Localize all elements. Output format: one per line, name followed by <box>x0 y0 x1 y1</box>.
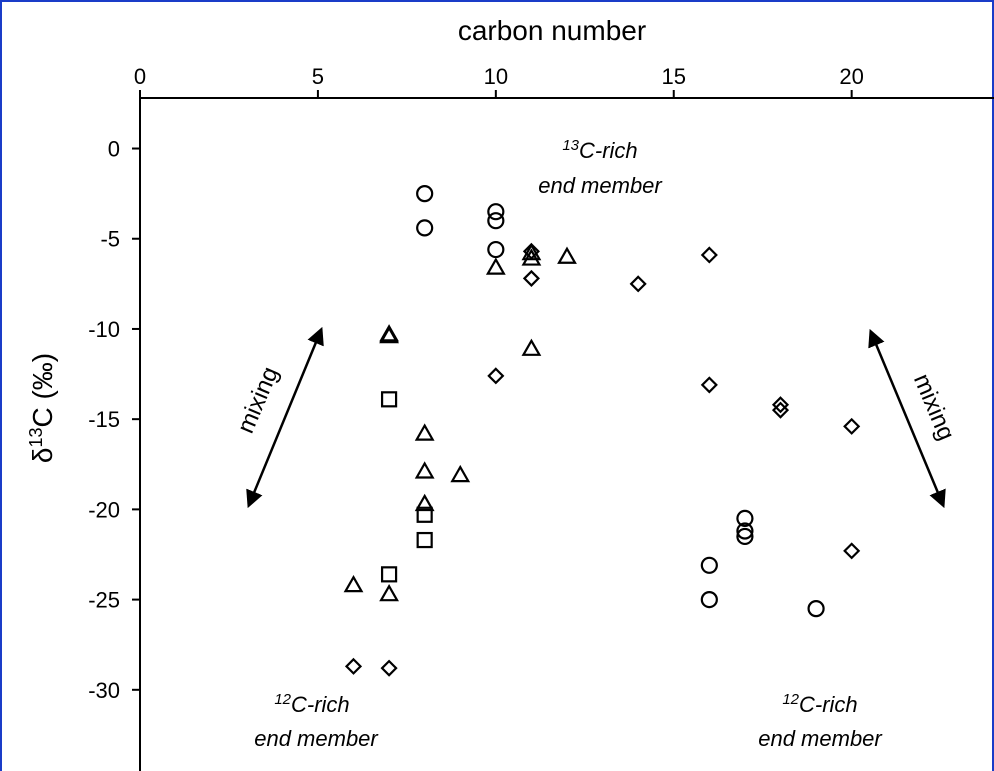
triangle-point <box>414 423 435 441</box>
y-axis-title-suffix: C (‰) <box>27 353 58 428</box>
y-axis-title-sup: 13 <box>26 428 46 448</box>
triangle-point <box>521 248 542 266</box>
mixing-label-right: mixing <box>908 370 960 444</box>
annotation-13c-sup: 13 <box>562 137 579 154</box>
diamond-point <box>700 376 718 394</box>
mixing-arrow-left <box>246 326 324 509</box>
circle-point <box>736 509 754 527</box>
square-point <box>380 566 398 583</box>
circle-point <box>487 212 505 230</box>
triangle-point <box>414 461 435 479</box>
diamond-point <box>771 396 790 414</box>
triangle-point <box>414 493 435 512</box>
square-point <box>416 506 433 523</box>
diamond-point <box>380 659 398 677</box>
annotation-12c-left-sup: 12 <box>274 691 291 708</box>
annotation-12c-left-line2: end member <box>254 726 379 751</box>
y-tick-label: -30 <box>88 678 120 703</box>
annotation-12c-right-line1: 12C-rich <box>782 691 857 717</box>
diamond-point <box>843 542 861 560</box>
mixing-label-left: mixing <box>232 363 284 437</box>
y-tick-label: -20 <box>88 497 120 522</box>
x-tick-label: 5 <box>312 64 324 89</box>
circle-point <box>416 219 434 237</box>
diamond-point <box>487 367 505 385</box>
square-point <box>380 391 398 408</box>
circle-point <box>700 556 718 574</box>
y-tick-label: -10 <box>88 317 120 342</box>
y-tick-label: -5 <box>100 227 120 252</box>
annotation-13c-rich-line1: 13C-rich <box>562 137 637 163</box>
data-points <box>343 185 861 677</box>
y-axis-title-prefix: δ <box>27 448 58 464</box>
y-tick-label: 0 <box>108 137 120 162</box>
annotation-12c-right-sup: 12 <box>782 691 799 708</box>
triangle-point <box>343 574 364 593</box>
triangle-point <box>557 246 577 264</box>
y-tick-label: -15 <box>88 407 120 432</box>
diamond-point <box>522 242 540 260</box>
x-tick-label: 10 <box>484 64 508 89</box>
triangle-point <box>485 257 506 275</box>
circle-point <box>736 522 754 540</box>
annotation-12c-left-line1: 12C-rich <box>274 691 349 717</box>
x-tick-label: 0 <box>134 64 146 89</box>
diamond-point <box>700 246 718 264</box>
y-ticks: 0 -5 -10 -15 -20 -25 -30 <box>88 137 140 703</box>
diamond-point <box>522 269 540 287</box>
circle-point <box>416 185 434 203</box>
x-tick-label: 15 <box>662 64 686 89</box>
diamond-point <box>843 417 861 435</box>
triangle-point <box>521 338 542 356</box>
y-axis-title: δ13C (‰) <box>26 353 58 463</box>
annotation-12c-left-text: C-rich <box>291 692 350 717</box>
triangle-point <box>450 464 471 483</box>
x-ticks: 0 5 10 15 20 <box>134 64 864 98</box>
circle-point <box>807 600 825 618</box>
x-tick-label: 20 <box>839 64 863 89</box>
annotation-12c-right-text: C-rich <box>799 692 858 717</box>
circle-point <box>487 240 505 259</box>
annotation-13c-text: C-rich <box>579 138 638 163</box>
diamond-point <box>771 401 790 419</box>
square-point <box>416 531 433 549</box>
annotation-13c-rich-line2: end member <box>538 173 663 198</box>
circle-point <box>736 527 754 546</box>
circle-point <box>700 590 718 609</box>
diamond-point <box>344 657 363 675</box>
diamond-point <box>629 275 647 293</box>
annotation-12c-right-line2: end member <box>758 726 883 751</box>
x-axis-title: carbon number <box>458 15 646 46</box>
circle-point <box>487 203 505 221</box>
triangle-point <box>379 325 399 344</box>
triangle-point <box>379 583 399 602</box>
mixing-arrow-right <box>868 328 946 509</box>
y-tick-label: -25 <box>88 588 120 613</box>
